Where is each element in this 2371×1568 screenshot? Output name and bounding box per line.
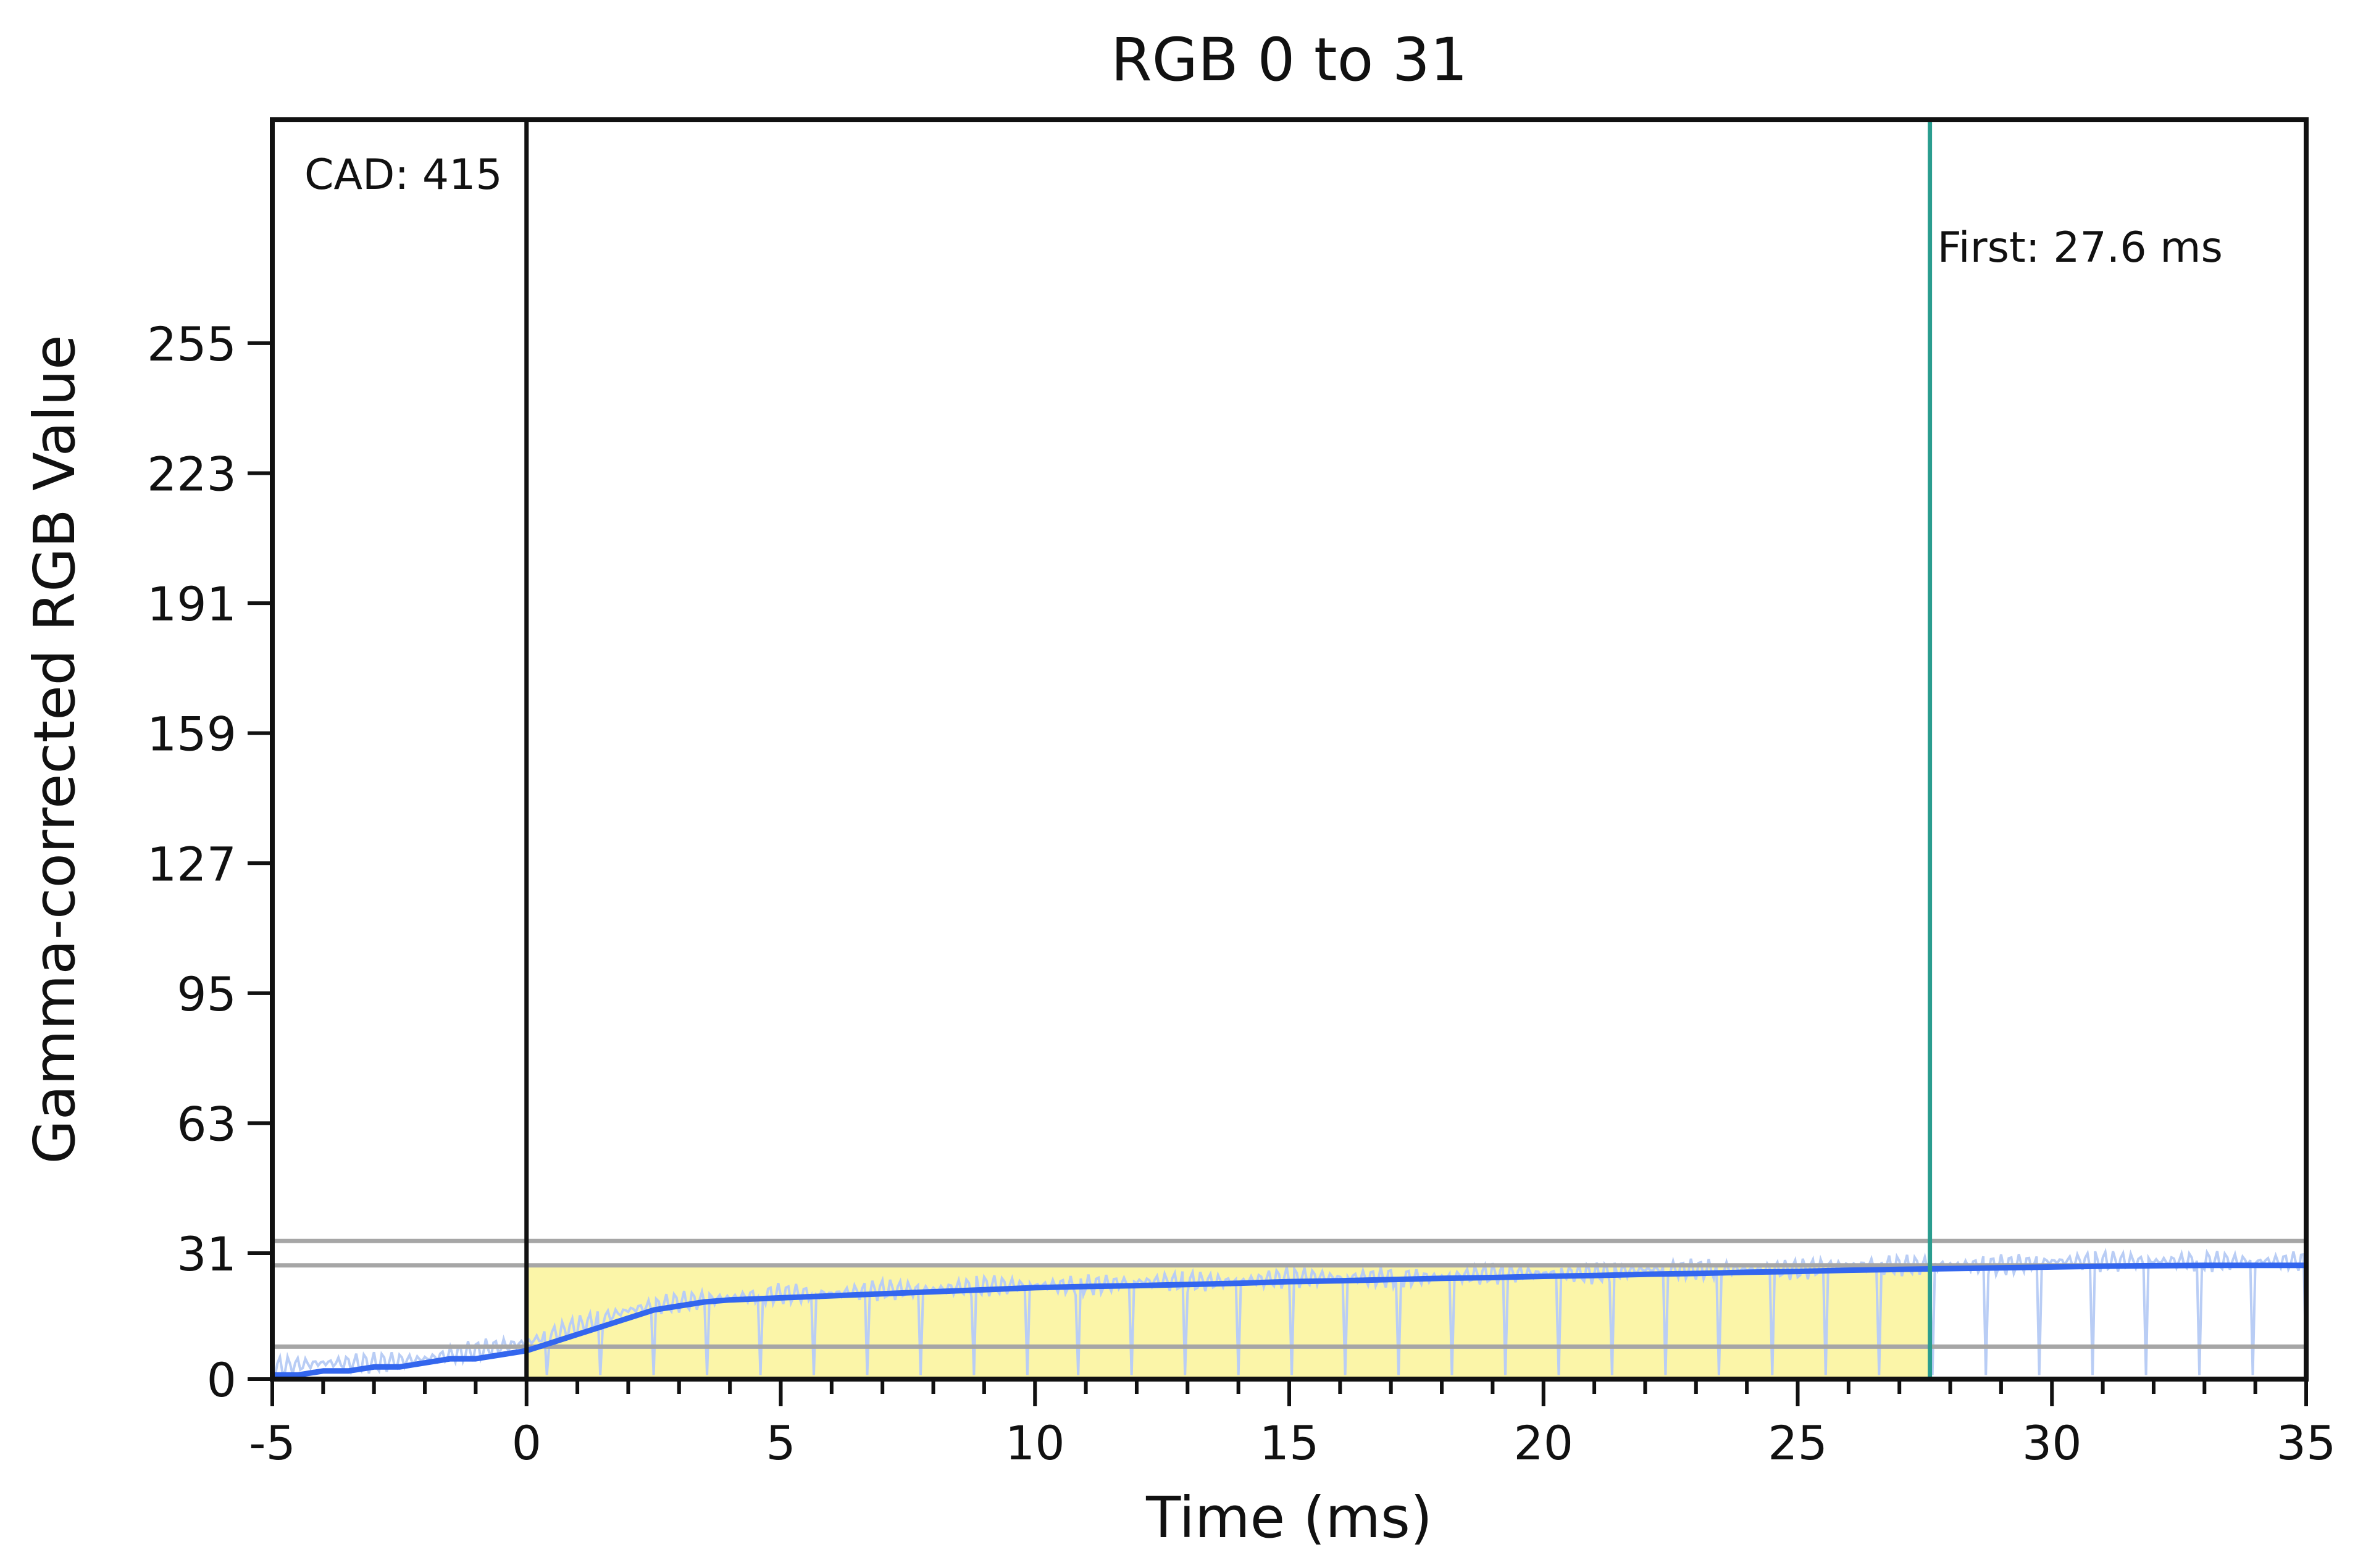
x-tick-label: 10 — [1005, 1416, 1065, 1470]
chart-title: RGB 0 to 31 — [1111, 25, 1468, 94]
x-axis-title: Time (ms) — [1145, 1485, 1432, 1551]
y-tick-label: 31 — [177, 1227, 236, 1282]
y-tick-label: 255 — [147, 317, 236, 372]
y-axis-title: Gamma-corrected RGB Value — [22, 335, 88, 1164]
y-tick-label: 191 — [147, 577, 236, 632]
plot-frame — [270, 117, 2309, 1382]
x-tick-label: 15 — [1260, 1416, 1319, 1470]
y-tick-label: 223 — [147, 447, 236, 502]
y-tick-label: 159 — [147, 707, 236, 762]
x-tick-label: 30 — [2022, 1416, 2082, 1470]
y-tick-label: 0 — [207, 1353, 236, 1407]
x-tick-label: 25 — [1768, 1416, 1828, 1470]
smoothed-series-line — [272, 1262, 2306, 1378]
x-tick-label: 5 — [766, 1416, 795, 1470]
x-tick-label: 20 — [1513, 1416, 1573, 1470]
y-tick-label: 95 — [177, 967, 236, 1022]
x-tick-label: 0 — [512, 1416, 542, 1470]
cad-annotation: CAD: 415 — [304, 151, 503, 199]
x-tick-label: 35 — [2277, 1416, 2336, 1470]
y-tick-label: 127 — [147, 836, 236, 891]
x-tick-label: -5 — [249, 1416, 296, 1470]
y-tick-label: 63 — [177, 1096, 236, 1151]
first-response-annotation: First: 27.6 ms — [1938, 223, 2223, 272]
